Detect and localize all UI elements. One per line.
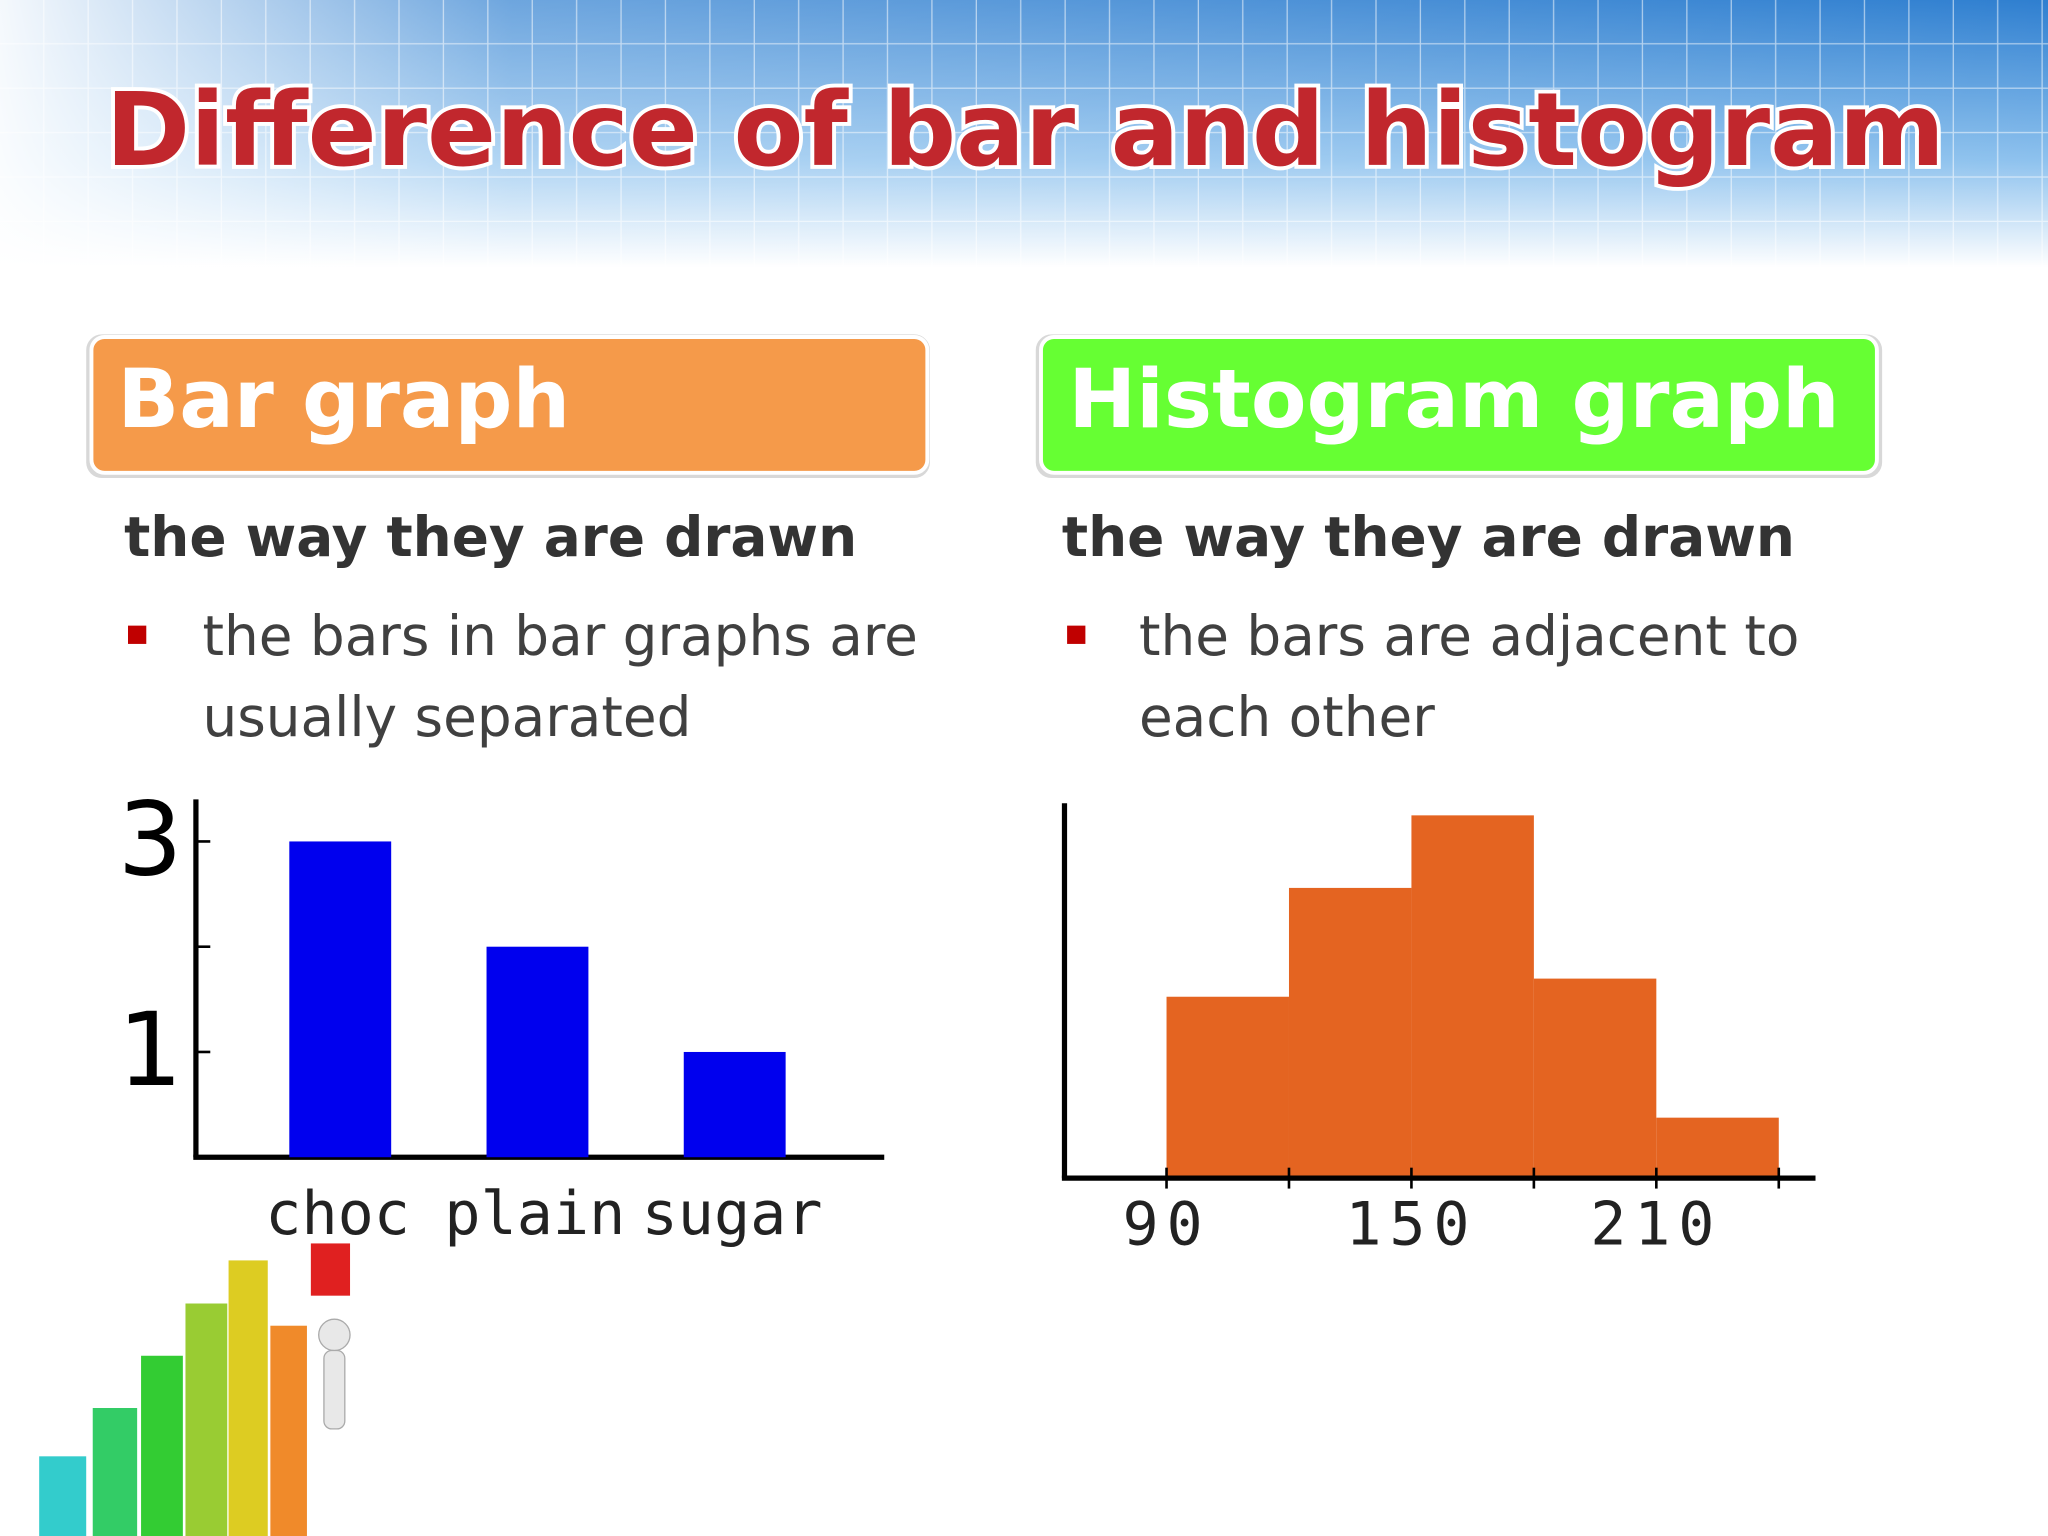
histogram-bar xyxy=(1411,815,1534,1179)
x-tick-label: choc xyxy=(265,1179,410,1249)
panel-heading: Bar graph xyxy=(118,353,571,447)
x-tick-label: 90 xyxy=(1123,1189,1211,1259)
decoration xyxy=(39,1243,351,1536)
bullet xyxy=(1067,625,1086,644)
bullet-text: the bars are adjacent to xyxy=(1139,604,1799,668)
bullet xyxy=(128,625,147,644)
x-tick-label: plain xyxy=(444,1179,625,1249)
banner xyxy=(0,0,2048,268)
bullet-text: usually separated xyxy=(202,685,691,749)
y-tick-label: 3 xyxy=(118,781,183,900)
bar xyxy=(683,1051,786,1158)
histogram-bar xyxy=(1166,996,1289,1179)
bar xyxy=(289,841,392,1158)
x-tick-label: 150 xyxy=(1345,1189,1477,1259)
bullet-text: the bars in bar graphs are xyxy=(202,604,918,668)
left-panel: Bar graph the way they are drawn the bar… xyxy=(86,334,930,749)
histogram-bar xyxy=(1288,887,1412,1179)
histogram-bar xyxy=(1533,978,1657,1179)
panel-heading: Histogram graph xyxy=(1068,353,1839,447)
x-tick-label: sugar xyxy=(642,1179,823,1249)
right-panel: Histogram graph the way they are drawn t… xyxy=(1035,334,1883,749)
panel-subheading: the way they are drawn xyxy=(124,505,857,569)
y-tick-label: 1 xyxy=(118,991,183,1110)
bullet-text: each other xyxy=(1139,685,1435,749)
histogram-bar xyxy=(1656,1117,1779,1179)
slide-title: Difference of bar and histogram xyxy=(106,71,1945,190)
bar xyxy=(486,946,589,1158)
x-tick-label: 210 xyxy=(1590,1189,1722,1259)
panel-subheading: the way they are drawn xyxy=(1062,505,1795,569)
